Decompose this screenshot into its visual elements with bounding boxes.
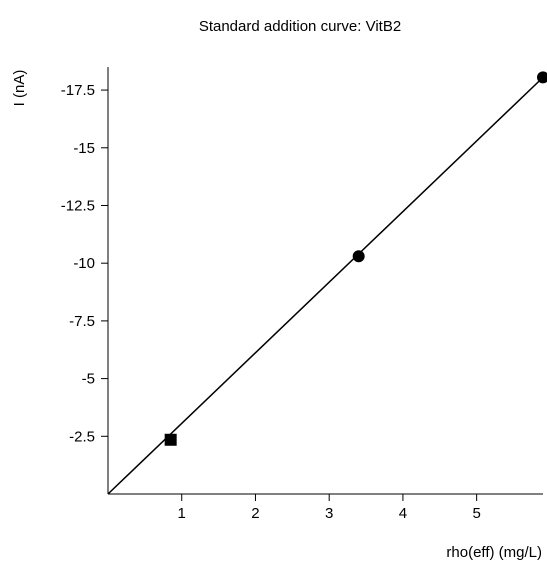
x-tick-label: 4: [399, 505, 407, 522]
y-tick-label: -2.5: [69, 428, 95, 445]
y-tick-label: -5: [82, 371, 95, 388]
y-tick-label: -17.5: [61, 82, 95, 99]
x-tick-label: 3: [325, 505, 333, 522]
data-point-circle: [352, 250, 365, 263]
y-tick-label: -10: [73, 255, 95, 272]
x-axis-title: rho(eff) (mg/L): [446, 544, 542, 561]
data-point-circle: [537, 71, 547, 84]
x-tick-label: 5: [472, 505, 480, 522]
fit-line: [107, 76, 544, 495]
fit-line-group: [107, 76, 544, 495]
y-tick-label: -7.5: [69, 313, 95, 330]
y-tick-label: -15: [73, 140, 95, 157]
y-tick-label: -12.5: [61, 197, 95, 214]
y-ticks: -2.5 -5 -7.5 -10 -12.5 -15 -17.5: [61, 82, 108, 445]
x-tick-label: 1: [178, 505, 186, 522]
data-point-square: [164, 433, 177, 446]
x-ticks: 1 2 3 4 5: [178, 494, 481, 522]
y-axis-title: I (nA): [11, 70, 28, 107]
data-points: [164, 71, 547, 446]
x-tick-label: 2: [251, 505, 259, 522]
chart-title: Standard addition curve: VitB2: [199, 18, 401, 35]
